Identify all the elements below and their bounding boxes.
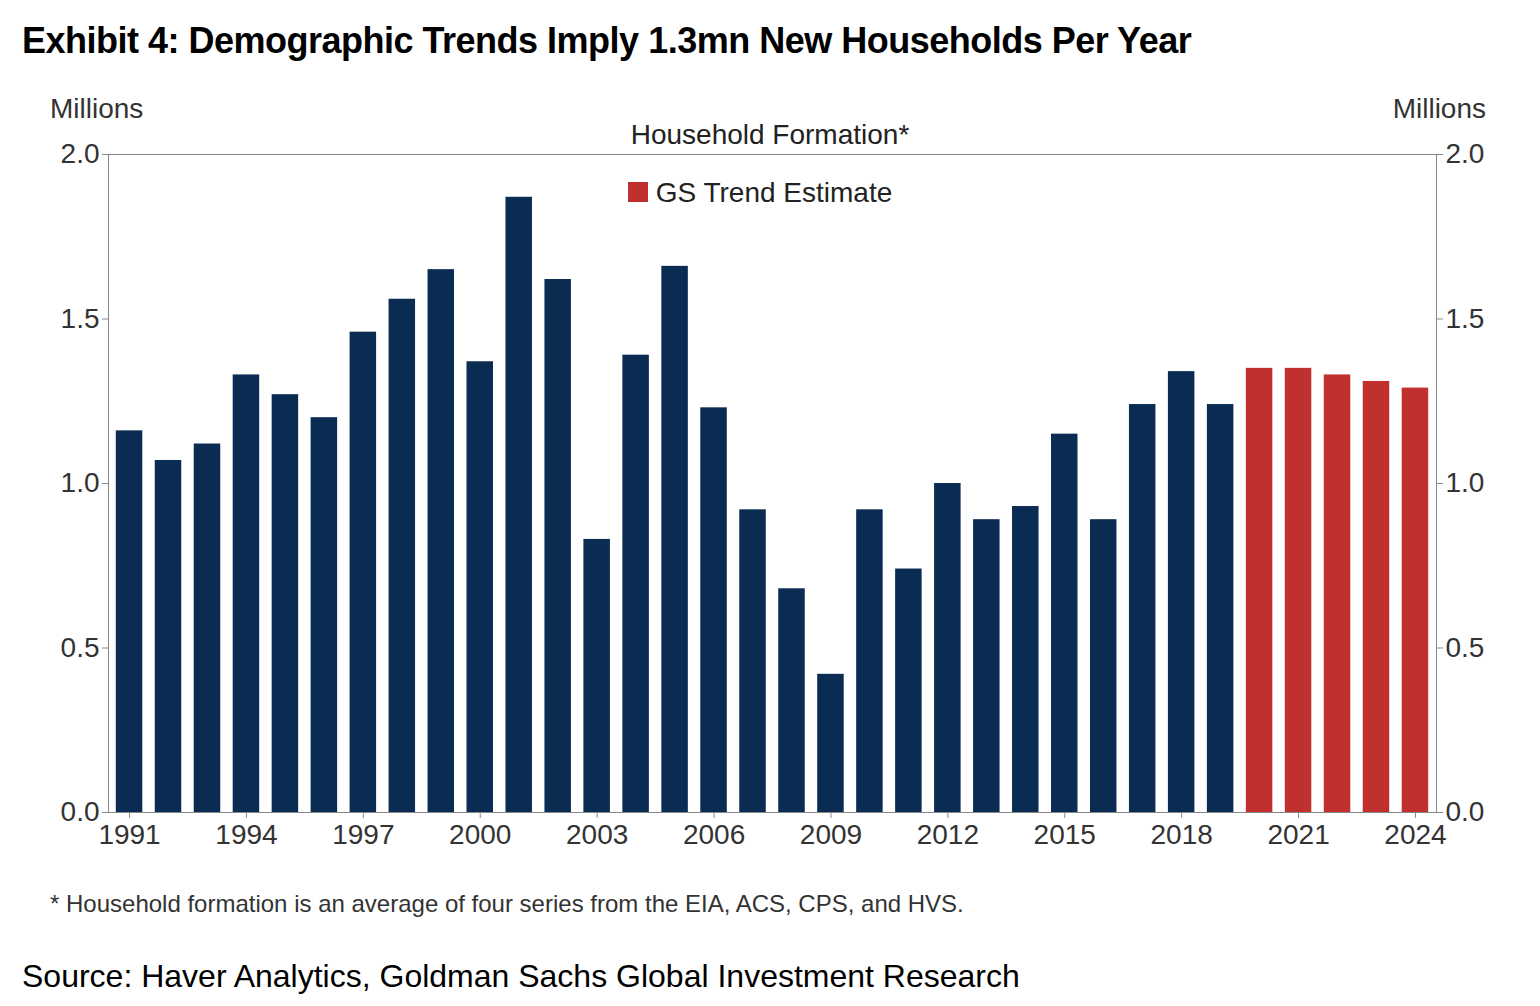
svg-text:2009: 2009 — [800, 819, 862, 850]
svg-text:1991: 1991 — [98, 819, 160, 850]
html-text:Millions: Millions — [50, 93, 144, 124]
html-text:Household Formation*: Household Formation* — [630, 119, 910, 150]
svg-text:1.5: 1.5 — [1446, 303, 1485, 334]
svg-text:2000: 2000 — [449, 819, 511, 850]
svg-text:1997: 1997 — [332, 819, 394, 850]
svg-text:2018: 2018 — [1151, 819, 1213, 850]
svg-text:0.0: 0.0 — [1446, 796, 1485, 827]
svg-text:2021: 2021 — [1267, 819, 1329, 850]
svg-text:1994: 1994 — [215, 819, 277, 850]
svg-text:0.5: 0.5 — [61, 632, 100, 663]
html-text:Millions: Millions — [1392, 93, 1486, 124]
svg-text:2012: 2012 — [917, 819, 979, 850]
html-text:Exhibit 4: Demographic Trends: Exhibit 4: Demographic Trends Imply 1.3m… — [22, 20, 1192, 61]
html-text:Source: Haver Analytics, Goldm: Source: Haver Analytics, Goldman Sachs G… — [22, 958, 1020, 994]
svg-text:1.0: 1.0 — [61, 467, 100, 498]
svg-text:2.0: 2.0 — [1446, 138, 1485, 169]
html-text:GS Trend Estimate: GS Trend Estimate — [655, 177, 893, 208]
html-text:* Household formation is an av: * Household formation is an average of f… — [50, 890, 964, 917]
svg-text:0.5: 0.5 — [1446, 632, 1485, 663]
svg-text:1.5: 1.5 — [61, 303, 100, 334]
svg-text:2024: 2024 — [1384, 819, 1446, 850]
svg-text:0.0: 0.0 — [61, 796, 100, 827]
svg-text:2006: 2006 — [683, 819, 745, 850]
svg-text:2003: 2003 — [566, 819, 628, 850]
svg-text:2.0: 2.0 — [61, 138, 100, 169]
svg-text:2015: 2015 — [1034, 819, 1096, 850]
svg-text:1.0: 1.0 — [1446, 467, 1485, 498]
